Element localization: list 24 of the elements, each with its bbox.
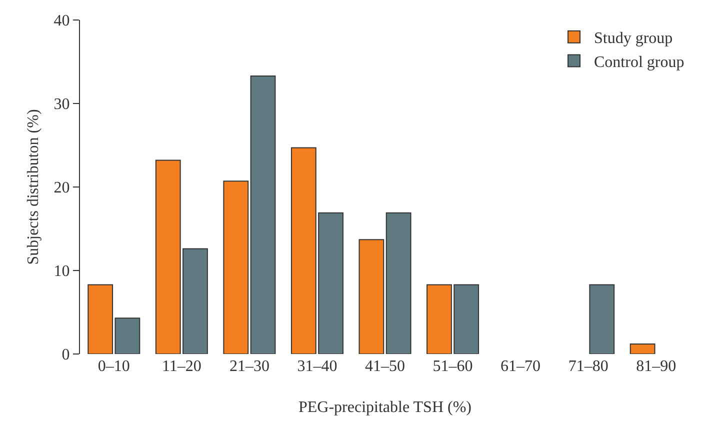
bar (630, 343, 656, 354)
x-tick-label: 51–60 (432, 358, 473, 375)
y-tick-label: 0 (62, 346, 70, 364)
y-tick-label: 20 (54, 180, 70, 197)
x-tick-label: 61–70 (500, 358, 541, 375)
x-tick-label: 81–90 (636, 358, 676, 375)
x-tick-label: 31–40 (297, 358, 338, 375)
x-axis-title: PEG-precipitable TSH (%) (298, 399, 472, 416)
bar (358, 239, 384, 354)
y-tick-label: 30 (54, 96, 70, 114)
x-tick-label: 11–20 (162, 358, 202, 375)
y-axis-title: Subjects distributon (%) (25, 109, 42, 265)
y-tick-label: 10 (54, 263, 70, 280)
bar (386, 212, 412, 354)
legend-label: Study group (594, 30, 673, 48)
x-tick-label: 71–80 (568, 358, 608, 375)
legend-label: Control group (594, 54, 684, 71)
bar (250, 75, 276, 354)
x-tick-label: 0–10 (98, 358, 130, 375)
y-tick-label: 40 (54, 12, 70, 30)
bar (223, 180, 249, 354)
x-tick-label: 21–30 (229, 358, 270, 375)
x-tick-label: 41–50 (365, 358, 405, 375)
bar (589, 284, 615, 354)
